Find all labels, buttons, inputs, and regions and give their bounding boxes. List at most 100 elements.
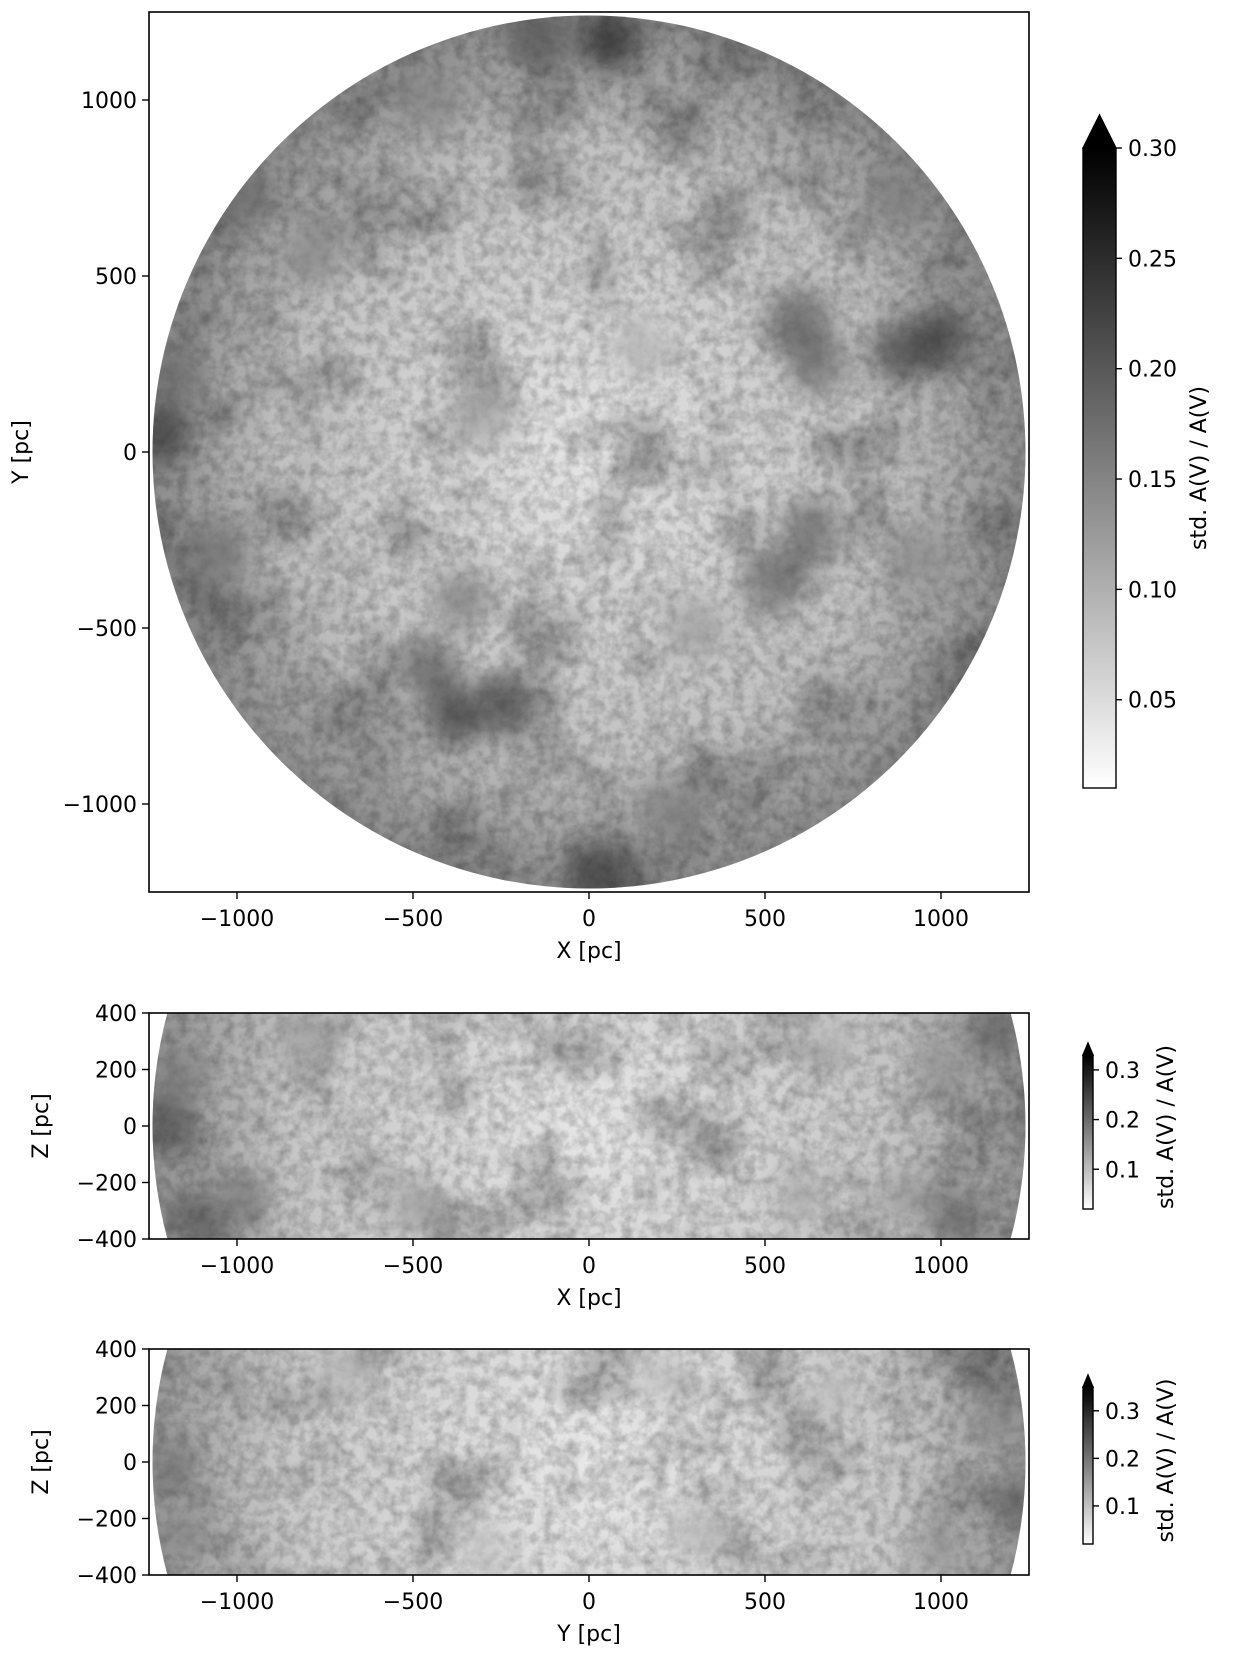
heatmap-feature-3 (170, 1191, 220, 1239)
heatmap-feature-20 (284, 224, 345, 285)
heatmap-feature-9 (152, 404, 190, 465)
heatmap-feature-12 (474, 675, 535, 736)
heatmap-feature-4 (969, 1394, 1019, 1445)
heatmap-feature-4 (868, 320, 929, 380)
heatmap-feature-1 (152, 1437, 199, 1487)
colorbar-tick-label: 0.30 (1128, 137, 1177, 162)
colorbar-label: std. A(V) / A(V) (1154, 1379, 1179, 1543)
heatmap-feature-7 (634, 1352, 685, 1402)
heatmap-feature-2 (159, 1050, 209, 1100)
heatmap-feature-11 (282, 1016, 333, 1066)
y-axis-label: Y [pc] (9, 420, 34, 485)
x-tick-label: −500 (383, 1590, 443, 1615)
y-tick-label: 200 (95, 1059, 137, 1084)
heatmap-feature-5 (969, 1013, 1019, 1058)
y-tick-label: 400 (95, 1002, 137, 1027)
y-tick-label: 0 (123, 1115, 137, 1140)
heatmap-feature-13 (400, 640, 461, 701)
x-tick-label: 1000 (913, 1254, 969, 1279)
heatmap-feature-8 (881, 1171, 931, 1222)
colorbar-body (1082, 147, 1117, 789)
panel-3: −1000 −500 0 500 1000 −400 −200 0 200 400 Y [pc] Z … (29, 1338, 1179, 1647)
x-tick-label: 0 (582, 907, 596, 932)
colorbar-tick-label: 0.3 (1105, 1059, 1140, 1084)
heatmap-feature-23 (400, 70, 461, 130)
heatmap-feature-7 (933, 1194, 984, 1239)
heatmap-feature-25 (611, 316, 672, 377)
y-tick-label: −400 (77, 1564, 137, 1589)
heatmap-feature-18 (569, 844, 630, 889)
colorbar-label: std. A(V) / A(V) (1154, 1045, 1179, 1209)
heatmap-feature-12 (810, 1016, 861, 1066)
colorbar-body (1082, 1054, 1094, 1210)
y-tick-label: −1000 (63, 793, 137, 818)
colorbar-label: std. A(V) / A(V) (1187, 386, 1212, 550)
heatmap-feature-5 (770, 288, 831, 349)
heatmap-feature-2 (159, 1507, 209, 1558)
y-tick-label: −500 (77, 617, 137, 642)
colorbar-tick-label: 0.25 (1128, 247, 1177, 272)
heatmap-feature-15 (780, 499, 841, 560)
heatmap-feature-6 (916, 1044, 966, 1095)
x-tick-label: −500 (383, 907, 443, 932)
y-tick-label: 200 (95, 1395, 137, 1420)
colorbar-extend-max (1081, 1373, 1095, 1388)
heatmap-feature-17 (640, 781, 700, 841)
x-axis-label: X [pc] (556, 939, 621, 964)
heatmap-feature-1 (580, 15, 641, 71)
colorbar-extend-max (1081, 113, 1118, 149)
heatmap-feature-16 (742, 555, 802, 616)
colorbar-tick-label: 0.05 (1128, 689, 1177, 714)
heatmap-feature-2 (513, 15, 574, 67)
colorbar-tick-label: 0.2 (1105, 1109, 1140, 1134)
y-tick-label: 0 (123, 441, 137, 466)
y-axis-label: Z [pc] (29, 1429, 54, 1494)
heatmap-feature-1 (152, 1095, 192, 1145)
heatmap-feature-27 (893, 527, 954, 588)
heatmap-feature-6 (787, 334, 848, 394)
heatmap-feature-9 (775, 1171, 825, 1222)
colorbar: 0.1 0.2 0.3 std. A(V) / A(V) (1081, 1041, 1179, 1210)
heatmap-feature-8 (669, 1507, 720, 1558)
panel-1: −1000 −500 0 500 1000 −1000 −500 0 500 1000 X [pc]… (9, 11, 1212, 964)
x-tick-label: −1000 (200, 1590, 274, 1615)
heatmap-feature-26 (664, 598, 725, 658)
y-tick-label: 0 (123, 1451, 137, 1476)
heatmap-feature-11 (425, 686, 486, 746)
heatmap-grain-texture (152, 15, 1026, 889)
y-tick-label: −400 (77, 1228, 137, 1253)
panel-2: −1000 −500 0 500 1000 −400 −200 0 200 400 X [pc] Z … (29, 1002, 1179, 1311)
colorbar-tick-label: 0.15 (1128, 468, 1177, 493)
x-tick-label: 1000 (913, 907, 969, 932)
y-tick-label: −200 (77, 1172, 137, 1197)
colorbar: 0.1 0.2 0.3 std. A(V) / A(V) (1081, 1373, 1179, 1545)
colorbar-tick-label: 0.1 (1105, 1158, 1140, 1183)
x-tick-label: 0 (582, 1254, 596, 1279)
colorbar: 0.05 0.10 0.15 0.20 0.25 0.30 std. A(V) / A(V) (1081, 113, 1212, 789)
heatmap-feature-9 (458, 1522, 509, 1572)
colorbar-tick-label: 0.3 (1105, 1400, 1140, 1425)
y-tick-label: 1000 (81, 89, 137, 114)
x-axis-label: X [pc] (556, 1286, 621, 1311)
heatmap-feature-21 (189, 527, 250, 588)
colorbar-tick-label: 0.10 (1128, 578, 1177, 603)
heatmap-feature-14 (432, 569, 493, 630)
heatmap-footprint (152, 1349, 1026, 1575)
colorbar-tick-label: 0.20 (1128, 358, 1177, 383)
heatmap-feature-24 (453, 386, 514, 447)
x-tick-label: 500 (744, 1590, 786, 1615)
x-tick-label: 1000 (913, 1590, 969, 1615)
heatmap-footprint (152, 1013, 1026, 1239)
colorbar-tick-label: 0.1 (1105, 1495, 1140, 1520)
x-tick-label: 0 (582, 1590, 596, 1615)
heatmap-feature-5 (916, 1522, 966, 1572)
heatmap-feature-10 (388, 1180, 438, 1230)
heatmap-feature-6 (317, 1349, 368, 1397)
x-axis-label: Y [pc] (556, 1622, 621, 1647)
heatmap-grain-texture (152, 1349, 1026, 1575)
colorbar-extend-max (1081, 1041, 1095, 1056)
heatmap-feature-4 (219, 1171, 269, 1222)
x-tick-label: −500 (383, 1254, 443, 1279)
heatmap-feature-7 (868, 168, 929, 229)
